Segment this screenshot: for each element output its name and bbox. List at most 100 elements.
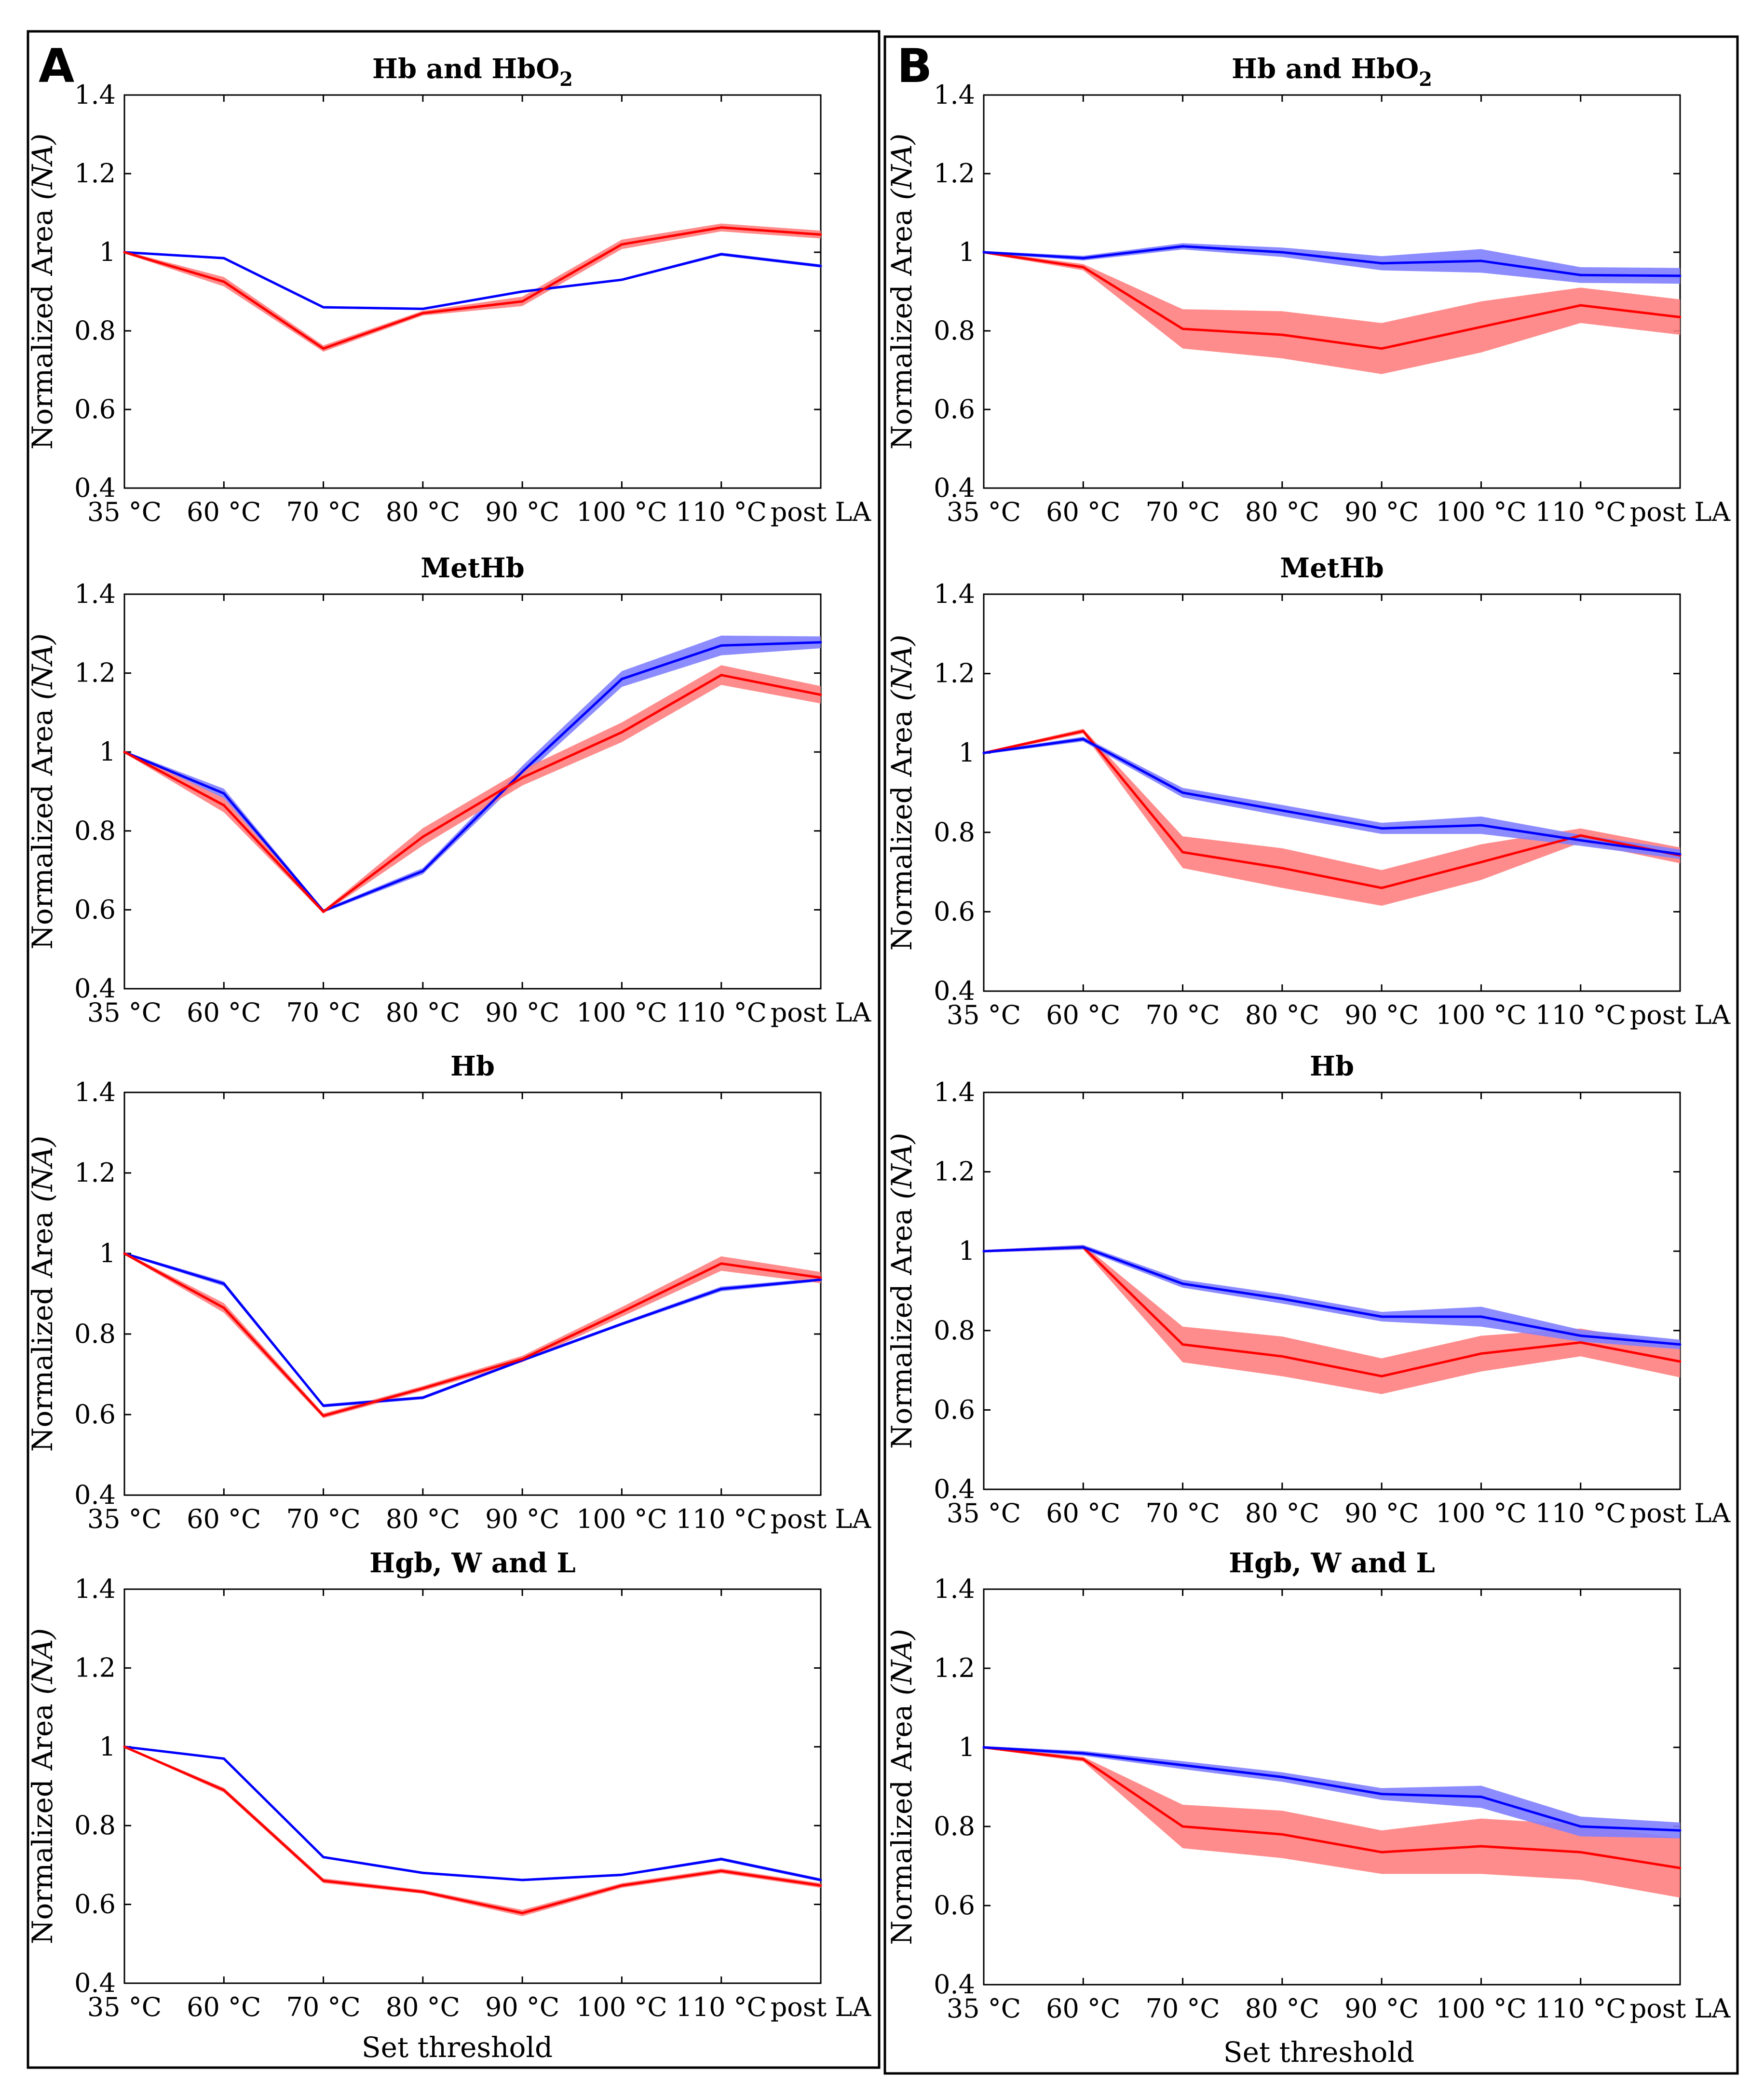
chart-3: Hgb, W and L 0.4 0.6 0.8 1 1.2 1.4 35 °C 60 °C 70… — [26, 1547, 871, 2022]
x-tick-label: 100 °C — [576, 997, 667, 1028]
data-point-red — [720, 674, 723, 677]
x-tick-label: 70 °C — [286, 1992, 360, 2022]
y-tick-label: 0.8 — [74, 1319, 116, 1349]
data-point-red — [1679, 1866, 1682, 1869]
panel-b-frame — [883, 35, 1739, 2075]
plot-frame — [983, 1091, 1681, 1490]
x-tick-label: post LA — [771, 497, 872, 527]
series-band-red — [124, 665, 821, 913]
x-tick-label: 100 °C — [576, 497, 667, 527]
data-point-red — [421, 1890, 424, 1893]
data-point-blue — [1082, 1246, 1085, 1249]
y-axis-label-text: Normalized Area — [26, 200, 59, 450]
data-point-red — [222, 804, 225, 807]
panel-a-frame — [27, 30, 881, 2069]
data-point-red — [720, 1262, 723, 1265]
y-tick-label: 0.6 — [74, 1889, 116, 1920]
data-point-red — [421, 312, 424, 314]
data-point-red — [1181, 1825, 1184, 1828]
y-tick-label: 1 — [959, 1236, 975, 1266]
data-point-red — [819, 233, 822, 236]
y-tick-label: 0.4 — [74, 973, 116, 1004]
y-axis-label-text: Normalized Area — [885, 200, 918, 450]
y-tick-label: 1.2 — [934, 1157, 975, 1187]
chart-title-main: MetHb — [421, 552, 525, 584]
x-tick-label: 60 °C — [187, 497, 261, 527]
y-tick-label: 1.2 — [934, 1653, 975, 1683]
y-tick-label: 0.8 — [74, 816, 116, 846]
data-point-red — [1579, 1851, 1582, 1853]
x-tick-label: 35 °C — [947, 1993, 1021, 2024]
y-tick-label: 0.8 — [934, 1315, 975, 1346]
y-tick-label: 1 — [959, 1732, 975, 1762]
y-tick-label: 0.6 — [934, 896, 975, 926]
data-point-red — [322, 347, 325, 350]
data-point-red — [1281, 1355, 1284, 1358]
data-point-blue — [1181, 791, 1184, 794]
data-point-blue — [421, 307, 424, 310]
data-point-blue — [620, 1873, 623, 1876]
data-point-red — [521, 776, 524, 779]
data-point-blue — [1679, 274, 1682, 277]
y-tick-label: 1.4 — [74, 80, 116, 110]
data-point-red — [1082, 730, 1085, 733]
x-tick-label: post LA — [1630, 1993, 1731, 2024]
data-point-blue — [322, 1404, 325, 1407]
data-point-red — [620, 243, 623, 246]
data-point-red — [1082, 1758, 1085, 1761]
y-axis-label-text: Normalized Area — [885, 701, 918, 951]
chart-title: Hb — [1310, 1050, 1354, 1082]
chart-title-main: Hb and HbO — [1232, 53, 1419, 85]
data-point-red — [1479, 326, 1482, 328]
data-point-red — [819, 694, 822, 696]
x-tick-label: 90 °C — [1344, 1993, 1419, 2024]
chart-title-subscript: 2 — [1419, 68, 1432, 91]
series-line-red — [124, 1745, 821, 1915]
data-point-red — [322, 1880, 325, 1882]
data-point-red — [819, 1884, 822, 1887]
x-tick-label: 90 °C — [1344, 497, 1419, 527]
series-line-red — [983, 251, 1681, 350]
data-point-red — [521, 1358, 524, 1361]
y-axis-label: Normalized Area (NA) — [26, 1136, 59, 1452]
x-tick-label: 90 °C — [1344, 1000, 1419, 1030]
series-line-blue — [124, 251, 821, 310]
x-tick-label: 60 °C — [1046, 497, 1120, 527]
series-band-red — [984, 251, 1680, 374]
data-point-blue — [982, 1746, 985, 1749]
x-tick-label: post LA — [1630, 497, 1731, 527]
y-axis-label-text: Normalized Area — [885, 1199, 918, 1449]
x-tick-label: 80 °C — [386, 997, 460, 1028]
data-point-blue — [1479, 1796, 1482, 1798]
data-point-red — [620, 1884, 623, 1887]
series-line-red — [983, 1746, 1681, 1869]
y-axis-label-unit: (NA) — [885, 134, 918, 200]
series-line-blue — [983, 245, 1681, 277]
data-point-red — [819, 1276, 822, 1279]
series-band-blue — [984, 243, 1680, 284]
data-point-blue — [421, 1871, 424, 1874]
x-tick-label: 100 °C — [1436, 497, 1527, 527]
x-tick-label: 60 °C — [187, 997, 261, 1028]
data-point-blue — [222, 1757, 225, 1760]
data-point-blue — [1281, 809, 1284, 812]
chart-title: MetHb — [421, 552, 525, 584]
y-tick-label: 1.2 — [934, 158, 975, 189]
y-tick-label: 1 — [99, 736, 116, 767]
y-tick-label: 1 — [99, 1238, 116, 1268]
chart-4: Hb and HbO2 0.4 0.6 0.8 1 1.2 1.4 35 °C 60 °C 70 … — [885, 53, 1731, 527]
x-tick-label: 35 °C — [87, 497, 162, 527]
data-point-blue — [1479, 1315, 1482, 1318]
x-tick-label: post LA — [1630, 1498, 1731, 1528]
data-point-red — [1082, 266, 1085, 269]
x-tick-label: 110 °C — [1535, 497, 1626, 527]
plot-frame — [123, 1588, 822, 1984]
data-point-blue — [620, 1322, 623, 1325]
x-tick-label: 80 °C — [1245, 1993, 1319, 2024]
y-tick-label: 0.4 — [934, 1969, 975, 2000]
chart-2: Hb 0.4 0.6 0.8 1 1.2 1.4 35 °C 60 °C 70 °C 80 °C 90… — [26, 1050, 871, 1534]
y-tick-label: 0.8 — [74, 1810, 116, 1840]
series-band-red — [984, 1245, 1680, 1394]
x-tick-label: post LA — [771, 1504, 872, 1534]
data-point-blue — [1380, 827, 1383, 830]
